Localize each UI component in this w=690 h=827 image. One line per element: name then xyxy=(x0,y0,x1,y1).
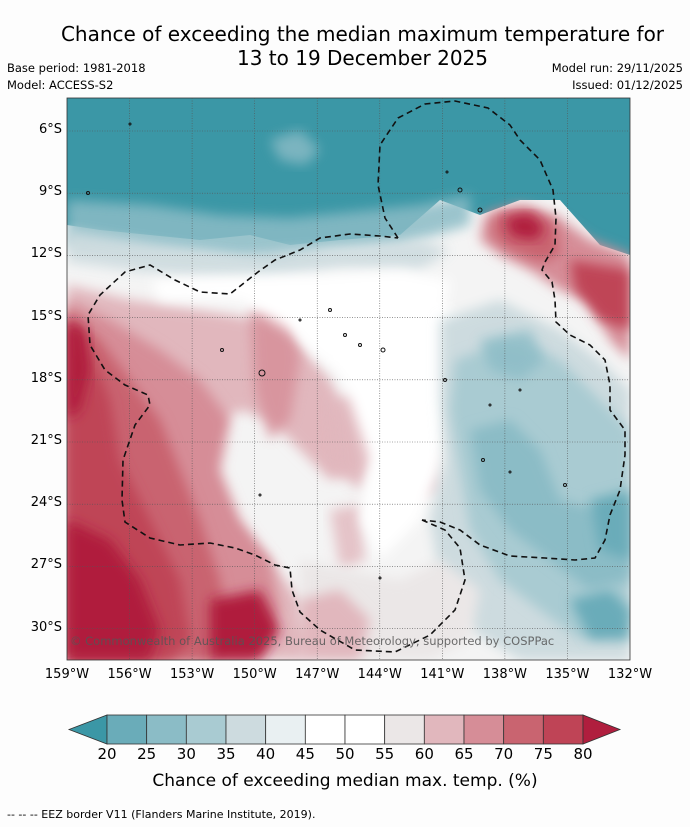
island xyxy=(86,191,90,195)
lon-label: 132°W xyxy=(607,667,653,682)
island xyxy=(380,347,386,353)
colorbar-tick-label: 35 xyxy=(216,745,236,763)
lon-label: 150°W xyxy=(232,667,277,682)
colorbar-tick-label: 50 xyxy=(335,745,355,763)
colorbar-bin xyxy=(225,714,267,745)
eez-borders xyxy=(87,100,626,653)
lat-label: 27°S xyxy=(30,557,62,573)
colorbar-tick-label: 55 xyxy=(375,745,395,763)
lon-label: 144°W xyxy=(357,667,402,682)
graticule xyxy=(67,98,630,660)
colorbar-tick-label: 20 xyxy=(97,745,117,763)
lat-label: 24°S xyxy=(30,495,62,511)
colorbar-tick-label: 60 xyxy=(414,745,434,763)
island xyxy=(481,458,485,462)
colorbar-bin xyxy=(265,714,306,745)
colorbar-over-arrow xyxy=(582,714,622,745)
map-title: Chance of exceeding the median maximum t… xyxy=(40,22,685,70)
island xyxy=(358,343,362,347)
island xyxy=(220,348,224,352)
island xyxy=(477,207,483,213)
model-name: Model: ACCESS-S2 xyxy=(7,78,114,92)
probability-field xyxy=(67,98,630,660)
lon-label: 141°W xyxy=(420,667,465,682)
lat-label: 6°S xyxy=(38,122,62,137)
island xyxy=(258,369,266,377)
colorbar-bin xyxy=(542,714,584,745)
colorbar-tick-label: 70 xyxy=(494,745,514,763)
colorbar-bin xyxy=(185,714,227,745)
island xyxy=(518,388,522,392)
map-frame xyxy=(66,97,631,661)
copyright-notice: © Commonwealth of Australia 2025, Bureau… xyxy=(70,634,555,648)
colorbar-under-arrow xyxy=(67,714,108,745)
lon-label: 159°W xyxy=(44,667,90,682)
colorbar-bin xyxy=(106,714,148,745)
lat-label: 9°S xyxy=(38,184,62,200)
colorbar-bin xyxy=(344,714,386,745)
colorbar-title: Chance of exceeding median max. temp. (%… xyxy=(152,771,538,791)
colorbar xyxy=(67,714,622,745)
colorbar-bin xyxy=(146,714,187,745)
colorbar-tick-label: 80 xyxy=(573,745,593,763)
base-period: Base period: 1981-2018 xyxy=(7,61,146,75)
island xyxy=(343,333,347,337)
island xyxy=(378,576,382,580)
island xyxy=(298,318,302,322)
colorbar-tick-label: 65 xyxy=(454,745,474,763)
lat-label: 18°S xyxy=(30,370,62,386)
colorbar-bin xyxy=(463,714,505,745)
lat-label: 15°S xyxy=(30,308,62,324)
lon-label: 156°W xyxy=(107,667,152,682)
colorbar-tick-label: 75 xyxy=(533,745,553,763)
colorbar-bin xyxy=(304,714,346,745)
island xyxy=(488,403,492,407)
model-run: Model run: 29/11/2025 xyxy=(551,61,683,75)
island xyxy=(445,170,449,174)
title-line-2: 13 to 19 December 2025 xyxy=(236,46,488,70)
colorbar-tick-label: 40 xyxy=(256,745,276,763)
lon-label: 153°W xyxy=(170,667,215,682)
lat-label: 30°S xyxy=(30,619,62,635)
meta-right: Model run: 29/11/2025 Issued: 01/12/2025 xyxy=(552,60,683,94)
island xyxy=(563,483,567,487)
island xyxy=(457,187,463,193)
eez-footnote: -- -- -- EEZ border V11 (Flanders Marine… xyxy=(7,808,316,821)
colorbar-bin xyxy=(423,714,465,745)
lat-label: 21°S xyxy=(30,433,62,448)
island xyxy=(258,493,262,497)
eez-border-line xyxy=(87,233,466,653)
island xyxy=(443,378,447,382)
lon-label: 147°W xyxy=(295,667,340,682)
island xyxy=(508,470,512,474)
lat-label: 12°S xyxy=(30,246,62,262)
colorbar-bin xyxy=(503,714,544,745)
colorbar-tick-label: 25 xyxy=(137,745,157,763)
lon-label: 135°W xyxy=(545,667,590,682)
island xyxy=(128,122,132,126)
lon-label: 138°W xyxy=(482,667,527,682)
meta-left: Base period: 1981-2018 Model: ACCESS-S2 xyxy=(7,60,146,94)
islands xyxy=(86,122,567,580)
title-line-1: Chance of exceeding the median maximum t… xyxy=(60,22,665,46)
eez-border-line xyxy=(377,100,626,561)
issued-date: Issued: 01/12/2025 xyxy=(572,78,683,92)
island xyxy=(328,308,332,312)
colorbar-tick-label: 45 xyxy=(295,745,315,763)
colorbar-bin xyxy=(384,714,425,745)
colorbar-tick-label: 30 xyxy=(176,745,196,763)
